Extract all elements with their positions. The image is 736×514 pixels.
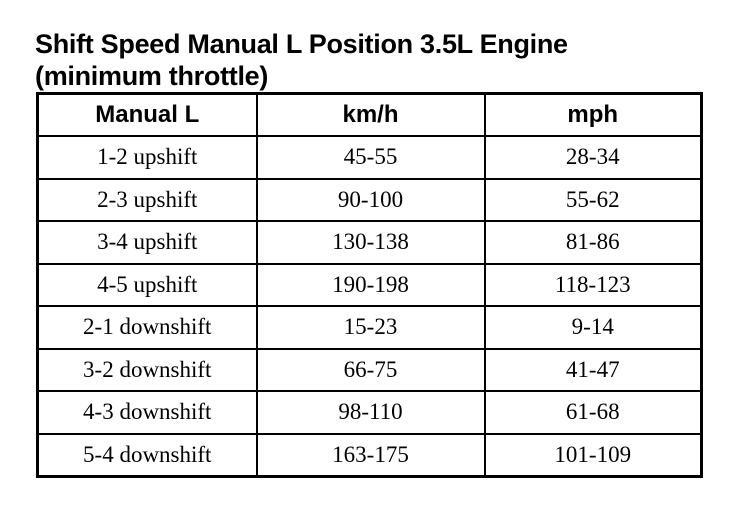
- page-title-line2: (minimum throttle): [35, 61, 269, 92]
- shift-label: 1-2 upshift: [36, 135, 258, 180]
- mph-value: 61-68: [483, 390, 703, 435]
- table-row: 5-4 downshift 163-175 101-109: [36, 432, 703, 478]
- shift-label: 4-3 downshift: [36, 390, 258, 435]
- mph-value: 41-47: [483, 347, 703, 392]
- header-row: Manual L km/h mph: [36, 92, 703, 137]
- kmh-value: 130-138: [255, 220, 486, 265]
- mph-value: 9-14: [483, 305, 703, 350]
- kmh-value: 190-198: [255, 262, 486, 307]
- shift-label: 3-2 downshift: [36, 347, 258, 392]
- kmh-value: 90-100: [255, 177, 486, 222]
- mph-value: 101-109: [483, 432, 703, 478]
- page-title-line1: Shift Speed Manual L Position 3.5L Engin…: [35, 29, 568, 60]
- mph-value: 28-34: [483, 135, 703, 180]
- shift-label: 2-3 upshift: [36, 177, 258, 222]
- kmh-value: 45-55: [255, 135, 486, 180]
- mph-value: 81-86: [483, 220, 703, 265]
- header-manual-l: Manual L: [36, 92, 258, 137]
- shift-label: 3-4 upshift: [36, 220, 258, 265]
- shift-speed-table: Manual L km/h mph 1-2 upshift 45-55 28-3…: [36, 92, 703, 478]
- table-row: 4-3 downshift 98-110 61-68: [36, 390, 703, 435]
- table-header: Manual L km/h mph: [36, 92, 703, 137]
- table-row: 2-1 downshift 15-23 9-14: [36, 305, 703, 350]
- table-row: 3-2 downshift 66-75 41-47: [36, 347, 703, 392]
- table-row: 4-5 upshift 190-198 118-123: [36, 262, 703, 307]
- header-kmh: km/h: [255, 92, 486, 137]
- header-mph: mph: [483, 92, 703, 137]
- kmh-value: 163-175: [255, 432, 486, 478]
- mph-value: 118-123: [483, 262, 703, 307]
- kmh-value: 98-110: [255, 390, 486, 435]
- shift-label: 2-1 downshift: [36, 305, 258, 350]
- table-body: 1-2 upshift 45-55 28-34 2-3 upshift 90-1…: [36, 135, 703, 478]
- page-title: Shift Speed Manual L Position 3.5L Engin…: [35, 28, 695, 92]
- shift-label: 4-5 upshift: [36, 262, 258, 307]
- shift-label: 5-4 downshift: [36, 432, 258, 478]
- table-row: 2-3 upshift 90-100 55-62: [36, 177, 703, 222]
- kmh-value: 66-75: [255, 347, 486, 392]
- table-row: 3-4 upshift 130-138 81-86: [36, 220, 703, 265]
- kmh-value: 15-23: [255, 305, 486, 350]
- mph-value: 55-62: [483, 177, 703, 222]
- table-row: 1-2 upshift 45-55 28-34: [36, 135, 703, 180]
